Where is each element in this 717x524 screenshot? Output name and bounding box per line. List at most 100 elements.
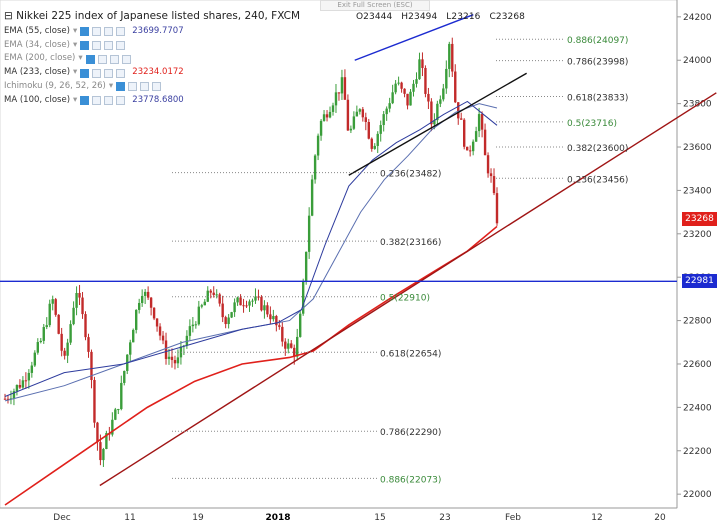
candle-body bbox=[242, 305, 245, 307]
candle-body bbox=[54, 299, 57, 315]
close-icon[interactable] bbox=[121, 54, 131, 64]
dropdown-caret-icon[interactable]: ▾ bbox=[78, 53, 83, 64]
last-price-tag: 23268 bbox=[682, 212, 717, 227]
copy-icon[interactable] bbox=[104, 27, 114, 37]
candle-body bbox=[492, 176, 496, 194]
indicator-row[interactable]: EMA (34, close) ▾ bbox=[4, 39, 300, 53]
trendline-support bbox=[99, 92, 717, 487]
candle-body bbox=[415, 79, 418, 84]
eye-icon[interactable] bbox=[80, 68, 90, 78]
copy-icon[interactable] bbox=[140, 82, 150, 92]
candle-body bbox=[51, 299, 54, 304]
eye-icon[interactable] bbox=[80, 40, 90, 50]
indicator-label: Ichimoku (9, 26, 52, 26) bbox=[4, 80, 106, 91]
candle-body bbox=[480, 114, 484, 130]
candle-body bbox=[442, 88, 445, 100]
fib-level-label: 0.5(22910) bbox=[380, 294, 430, 304]
candle-body bbox=[364, 117, 367, 123]
candle-body bbox=[3, 398, 7, 400]
indicator-row[interactable]: EMA (55, close) ▾ 23699.7707 bbox=[4, 25, 300, 39]
candle-body bbox=[463, 119, 466, 147]
x-tick-label: Dec bbox=[53, 513, 70, 523]
x-tick-label: 19 bbox=[192, 513, 204, 523]
candle-body bbox=[266, 305, 269, 315]
eye-icon[interactable] bbox=[85, 54, 95, 64]
candle-body bbox=[158, 326, 162, 336]
settings-icon[interactable] bbox=[92, 96, 102, 106]
close-icon[interactable] bbox=[152, 82, 162, 92]
candle-body bbox=[18, 385, 22, 388]
y-tick-label: 22800 bbox=[683, 317, 712, 327]
candle-body bbox=[21, 380, 25, 388]
eye-icon[interactable] bbox=[116, 82, 126, 92]
settings-icon[interactable] bbox=[92, 68, 102, 78]
settings-icon[interactable] bbox=[92, 40, 102, 50]
x-tick-label: 15 bbox=[374, 513, 385, 523]
settings-icon[interactable] bbox=[128, 82, 138, 92]
candle-body bbox=[477, 114, 481, 132]
candle-body bbox=[90, 351, 93, 381]
candle-body bbox=[358, 109, 362, 112]
copy-icon[interactable] bbox=[104, 68, 114, 78]
settings-icon[interactable] bbox=[97, 54, 107, 64]
candle-body bbox=[260, 296, 263, 311]
indicator-label: EMA (55, close) bbox=[4, 25, 70, 36]
candle-body bbox=[114, 409, 117, 420]
close-icon[interactable] bbox=[116, 27, 126, 37]
candle-body bbox=[224, 317, 227, 325]
candle-body bbox=[489, 173, 493, 177]
copy-icon[interactable] bbox=[109, 54, 119, 64]
ema55-line bbox=[4, 100, 498, 397]
candle-body bbox=[99, 442, 102, 461]
eye-icon[interactable] bbox=[80, 96, 90, 106]
candle-body bbox=[191, 324, 195, 327]
indicator-label: MA (100, close) bbox=[4, 94, 71, 105]
close-icon[interactable] bbox=[116, 40, 126, 50]
y-tick-label: 23600 bbox=[683, 143, 712, 153]
y-tick-label: 23200 bbox=[683, 230, 712, 240]
candle-body bbox=[328, 111, 332, 118]
fib-level-label: 0.618(22654) bbox=[380, 349, 441, 359]
candle-body bbox=[454, 71, 457, 103]
candle-body bbox=[388, 103, 391, 109]
indicator-row[interactable]: MA (100, close) ▾ 23778.6800 bbox=[4, 94, 300, 108]
dropdown-caret-icon[interactable]: ▾ bbox=[108, 80, 114, 91]
dropdown-caret-icon[interactable]: ▾ bbox=[72, 39, 78, 50]
candle-body bbox=[418, 59, 421, 80]
dropdown-caret-icon[interactable]: ▾ bbox=[73, 67, 78, 78]
candle-body bbox=[239, 297, 242, 306]
candle-body bbox=[24, 380, 28, 382]
indicator-legend: ⊟ Nikkei 225 index of Japanese listed sh… bbox=[4, 10, 300, 108]
candle-body bbox=[370, 138, 373, 149]
candle-body bbox=[45, 325, 48, 328]
close-icon[interactable] bbox=[116, 96, 126, 106]
indicator-row[interactable]: EMA (200, close) ▾ bbox=[4, 52, 300, 66]
indicator-row[interactable]: MA (233, close) ▾ 23234.0172 bbox=[4, 66, 300, 80]
indicator-value: 23778.6800 bbox=[132, 94, 184, 105]
candle-body bbox=[382, 114, 385, 126]
candle-body bbox=[397, 82, 400, 84]
candle-body bbox=[451, 43, 454, 72]
candle-body bbox=[325, 114, 329, 118]
indicator-value: 23234.0172 bbox=[132, 67, 184, 78]
indicator-row[interactable]: Ichimoku (9, 26, 52, 26) ▾ bbox=[4, 80, 300, 94]
copy-icon[interactable] bbox=[104, 96, 114, 106]
trendline-lower-channel bbox=[348, 72, 527, 176]
copy-icon[interactable] bbox=[104, 40, 114, 50]
candle-body bbox=[251, 300, 254, 302]
candle-body bbox=[161, 335, 165, 341]
close-icon[interactable] bbox=[116, 68, 126, 78]
dropdown-caret-icon[interactable]: ▾ bbox=[73, 94, 78, 105]
candle-body bbox=[209, 290, 212, 293]
candle-body bbox=[176, 357, 180, 364]
fib-level-label: 0.382(23166) bbox=[380, 238, 441, 248]
dropdown-caret-icon[interactable]: ▾ bbox=[72, 25, 78, 36]
candle-body bbox=[483, 129, 487, 156]
settings-icon[interactable] bbox=[92, 27, 102, 37]
exit-fullscreen-button[interactable]: Exit Full Screen (ESC) bbox=[320, 0, 430, 11]
candle-body bbox=[460, 118, 463, 120]
eye-icon[interactable] bbox=[80, 27, 90, 37]
candle-body bbox=[319, 120, 323, 136]
collapse-icon[interactable]: ⊟ bbox=[4, 10, 17, 22]
